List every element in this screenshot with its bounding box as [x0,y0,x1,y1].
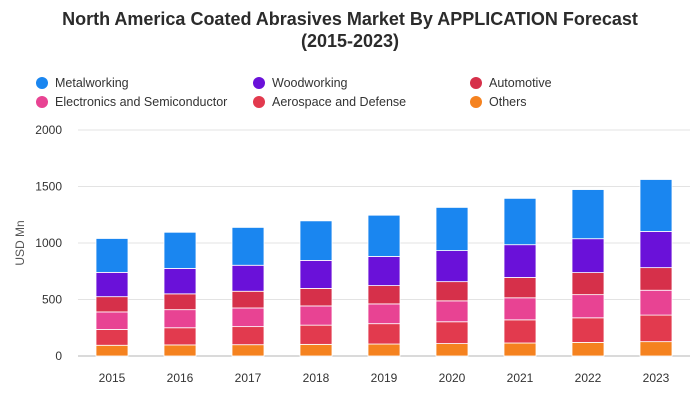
legend-swatch [253,77,265,89]
x-tick-label: 2021 [507,371,534,385]
bar-segment [231,264,265,292]
y-tick-label: 1000 [35,236,62,250]
y-tick-label: 1500 [35,180,62,194]
bar-segment [435,300,469,323]
bar-segment [95,311,129,330]
x-tick-label: 2022 [575,371,602,385]
bar-segment [163,231,197,269]
bar-segment [231,307,265,328]
legend-label: Others [489,95,527,109]
bar-segment [95,329,129,346]
bar-segment [639,289,673,316]
legend-label: Electronics and Semiconductor [55,95,228,109]
legend-item[interactable]: Electronics and Semiconductor [36,95,227,109]
legend-label: Woodworking [272,76,348,90]
x-tick-label: 2018 [303,371,330,385]
bar-segment [639,341,673,357]
legend-swatch [36,96,48,108]
bar-segment [503,297,537,321]
bar-segment [95,296,129,313]
bar-segment [163,344,197,357]
bar-segment [163,309,197,329]
bar-segment [95,344,129,357]
legend-label: Automotive [489,76,552,90]
bar-segment [639,231,673,269]
bar-segment [231,326,265,346]
bar-segment [299,288,333,307]
bar-segment [435,343,469,357]
bar-segment [95,238,129,273]
bar-segment [95,271,129,298]
legend-swatch [253,96,265,108]
bar-segment [503,342,537,357]
legend-item[interactable]: Others [470,95,527,109]
bar-segment [639,314,673,343]
bar-segment [163,327,197,346]
y-tick-label: 2000 [35,123,62,137]
bar-segment [435,281,469,302]
legend-item[interactable]: Automotive [470,76,552,90]
bar-segment [571,272,605,296]
bar-segment [299,324,333,345]
x-tick-label: 2019 [371,371,398,385]
chart-title: North America Coated Abrasives Market By… [0,8,700,52]
legend-item[interactable]: Aerospace and Defense [253,95,406,109]
x-tick-label: 2015 [99,371,126,385]
bar-segment [639,179,673,232]
legend-swatch [36,77,48,89]
x-tick-label: 2016 [167,371,194,385]
legend-item[interactable]: Metalworking [36,76,129,90]
chart-title-line-1: North America Coated Abrasives Market By… [62,9,638,29]
bar-segment [299,305,333,326]
y-axis-label: USD Mn [13,220,27,265]
x-tick-label: 2023 [643,371,670,385]
bar-segment [571,189,605,240]
legend-label: Metalworking [55,76,129,90]
bar-segment [503,319,537,344]
legend: Metalworking Woodworking Automotive Electro… [36,76,676,116]
bar-segment [367,285,401,305]
legend-swatch [470,77,482,89]
bar-segment [299,220,333,261]
bar-segment [571,238,605,274]
x-tick-label: 2020 [439,371,466,385]
bar-segment [639,267,673,291]
bar-segment [435,321,469,344]
bar-segment [163,293,197,311]
bar-segment [571,317,605,343]
bar-segment [571,294,605,319]
bar-segment [231,290,265,309]
bar-segment [367,256,401,287]
legend-label: Aerospace and Defense [272,95,407,109]
chart-title-line-2: (2015-2023) [300,31,400,51]
bar-segment [503,197,537,246]
bar-segment [367,343,401,357]
y-tick-label: 0 [55,349,62,363]
x-tick-label: 2017 [235,371,262,385]
bar-segment [503,277,537,299]
y-tick-label: 500 [42,293,62,307]
bar-segment [367,323,401,345]
bar-segment [435,207,469,251]
bar-segment [231,344,265,357]
bar-segment [299,343,333,357]
legend-item[interactable]: Woodworking [253,76,348,90]
bar-segment [435,250,469,283]
bar-segment [299,260,333,289]
bar-segment [571,342,605,357]
bar-segment [367,303,401,325]
legend-swatch [470,96,482,108]
bar-segment [503,244,537,278]
bar-segment [367,214,401,257]
bar-segment [231,227,265,266]
bar-segment [163,268,197,295]
